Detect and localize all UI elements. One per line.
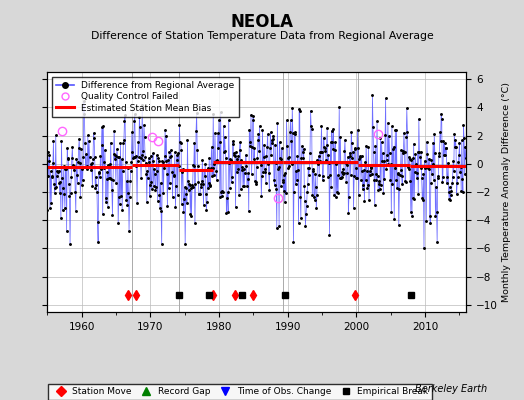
Text: Berkeley Earth: Berkeley Earth [415,384,487,394]
Text: Difference of Station Temperature Data from Regional Average: Difference of Station Temperature Data f… [91,31,433,41]
Text: NEOLA: NEOLA [231,13,293,31]
Y-axis label: Monthly Temperature Anomaly Difference (°C): Monthly Temperature Anomaly Difference (… [502,82,511,302]
Legend: Station Move, Record Gap, Time of Obs. Change, Empirical Break: Station Move, Record Gap, Time of Obs. C… [48,384,432,400]
